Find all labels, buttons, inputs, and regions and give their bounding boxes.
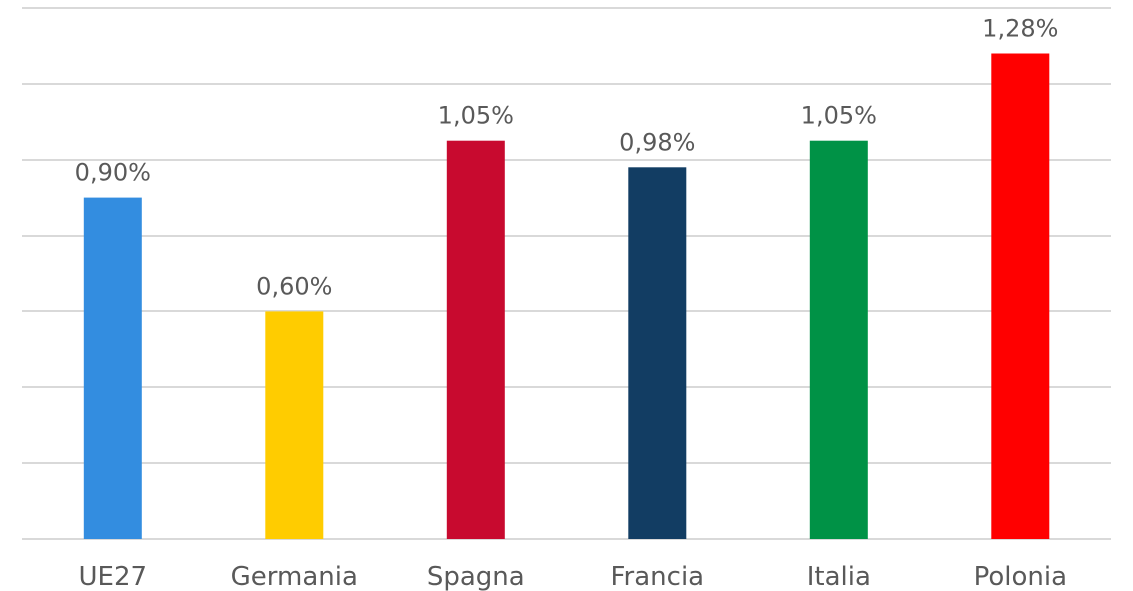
- category-label-francia: Francia: [610, 562, 704, 591]
- value-label-spagna: 1,05%: [438, 102, 514, 130]
- value-label-francia: 0,98%: [619, 128, 695, 156]
- category-label-spagna: Spagna: [427, 562, 525, 591]
- value-label-ue27: 0,90%: [75, 159, 151, 187]
- value-label-germania: 0,60%: [256, 272, 332, 300]
- bar-ue27: [83, 197, 142, 539]
- category-label-polonia: Polonia: [974, 562, 1067, 591]
- bars: [83, 53, 1050, 540]
- bar-polonia: [991, 53, 1050, 539]
- gridlines: [22, 7, 1111, 540]
- bar-italia: [809, 140, 868, 539]
- value-label-italia: 1,05%: [801, 102, 877, 130]
- category-label-germania: Germania: [231, 562, 358, 591]
- value-labels: 0,90% 0,60% 1,05% 0,98% 1,05% 1,28%: [75, 15, 1059, 301]
- category-label-ue27: UE27: [79, 562, 148, 591]
- bar-germania: [265, 311, 324, 539]
- value-label-polonia: 1,28%: [982, 15, 1058, 43]
- category-label-italia: Italia: [807, 562, 871, 591]
- bar-spagna: [446, 140, 505, 539]
- bar-francia: [628, 167, 687, 540]
- category-labels: UE27 Germania Spagna Francia Italia Polonia: [79, 562, 1067, 591]
